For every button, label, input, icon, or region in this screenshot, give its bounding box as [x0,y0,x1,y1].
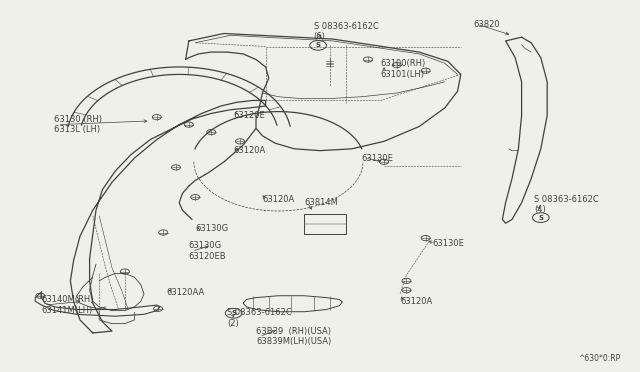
Text: 63140M(RH)
63141M(LH): 63140M(RH) 63141M(LH) [42,295,94,315]
Text: S: S [231,310,236,316]
Text: 63130G: 63130G [195,224,228,233]
Text: 63130E: 63130E [362,154,394,163]
Text: S 08363-6162C
(6): S 08363-6162C (6) [314,22,378,41]
Text: 63814M: 63814M [304,198,338,207]
Text: S 08363-6162C
(4): S 08363-6162C (4) [534,195,599,214]
Text: 63B39  (RH)(USA)
63839M(LH)(USA): 63B39 (RH)(USA) 63839M(LH)(USA) [256,327,332,346]
Bar [304,214,346,234]
Text: 63120E: 63120E [234,111,266,120]
Text: 63820: 63820 [474,20,500,29]
Text: 63120AA: 63120AA [166,288,205,296]
Text: S: S [316,42,321,48]
Text: S: S [538,215,543,221]
Text: 63120A: 63120A [234,146,266,155]
Text: ^630*0:RP: ^630*0:RP [579,354,621,363]
Text: 63120A: 63120A [400,297,432,306]
Text: 63120A: 63120A [262,195,294,203]
Text: 63100(RH)
63101(LH): 63100(RH) 63101(LH) [381,59,426,78]
Text: S 08363-6162C
(2): S 08363-6162C (2) [227,308,292,328]
Text: 63130 (RH)
6313L (LH): 63130 (RH) 6313L (LH) [54,115,102,134]
Text: 63130E: 63130E [432,239,464,248]
Text: 63130G
63120EB: 63130G 63120EB [189,241,227,261]
